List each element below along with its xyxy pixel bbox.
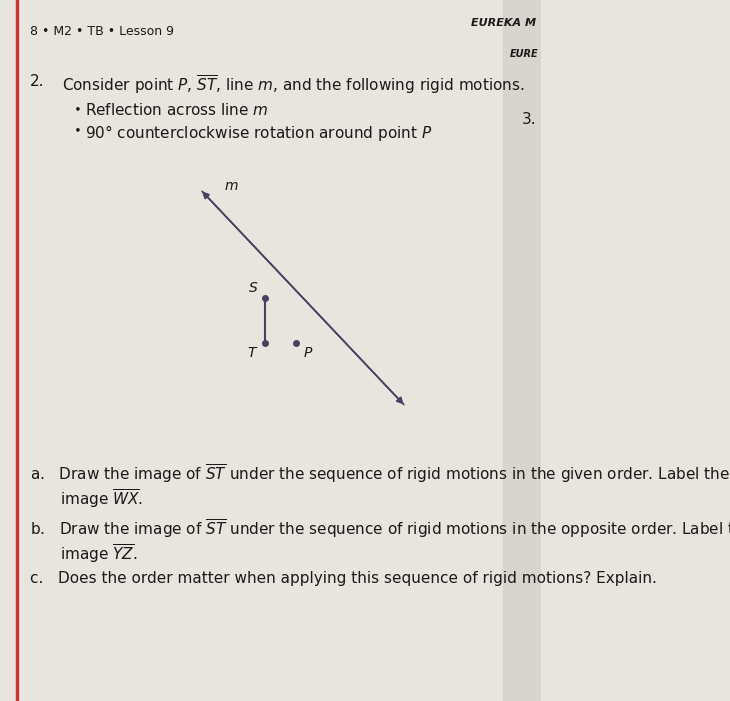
Text: Consider point $P$, $\overline{ST}$, line $m$, and the following rigid motions.: Consider point $P$, $\overline{ST}$, lin…: [62, 74, 525, 96]
Text: $\bullet$: $\bullet$: [73, 123, 81, 136]
Text: 8 • M2 • TB • Lesson 9: 8 • M2 • TB • Lesson 9: [30, 25, 174, 38]
Text: 90° counterclockwise rotation around point $P$: 90° counterclockwise rotation around poi…: [85, 123, 433, 143]
Text: $T$: $T$: [247, 346, 258, 360]
Bar: [16, 0, 18, 701]
Text: $S$: $S$: [247, 281, 258, 295]
Text: a.   Draw the image of $\overline{ST}$ under the sequence of rigid motions in th: a. Draw the image of $\overline{ST}$ und…: [30, 463, 729, 485]
Text: EUREKA M: EUREKA M: [471, 18, 536, 27]
Text: Reflection across line $m$: Reflection across line $m$: [85, 102, 269, 118]
Text: image $\overline{WX}$.: image $\overline{WX}$.: [60, 487, 142, 510]
Text: 3.: 3.: [522, 112, 537, 127]
Text: b.   Draw the image of $\overline{ST}$ under the sequence of rigid motions in th: b. Draw the image of $\overline{ST}$ und…: [30, 517, 730, 540]
Text: image $\overline{YZ}$.: image $\overline{YZ}$.: [60, 542, 137, 564]
Text: 2.: 2.: [30, 74, 45, 88]
Text: EURE: EURE: [510, 49, 538, 59]
Bar: [503, 0, 541, 701]
Text: c.   Does the order matter when applying this sequence of rigid motions? Explain: c. Does the order matter when applying t…: [30, 571, 656, 586]
Text: $\bullet$: $\bullet$: [73, 102, 81, 115]
Text: $P$: $P$: [304, 346, 314, 360]
Text: $m$: $m$: [225, 179, 239, 193]
